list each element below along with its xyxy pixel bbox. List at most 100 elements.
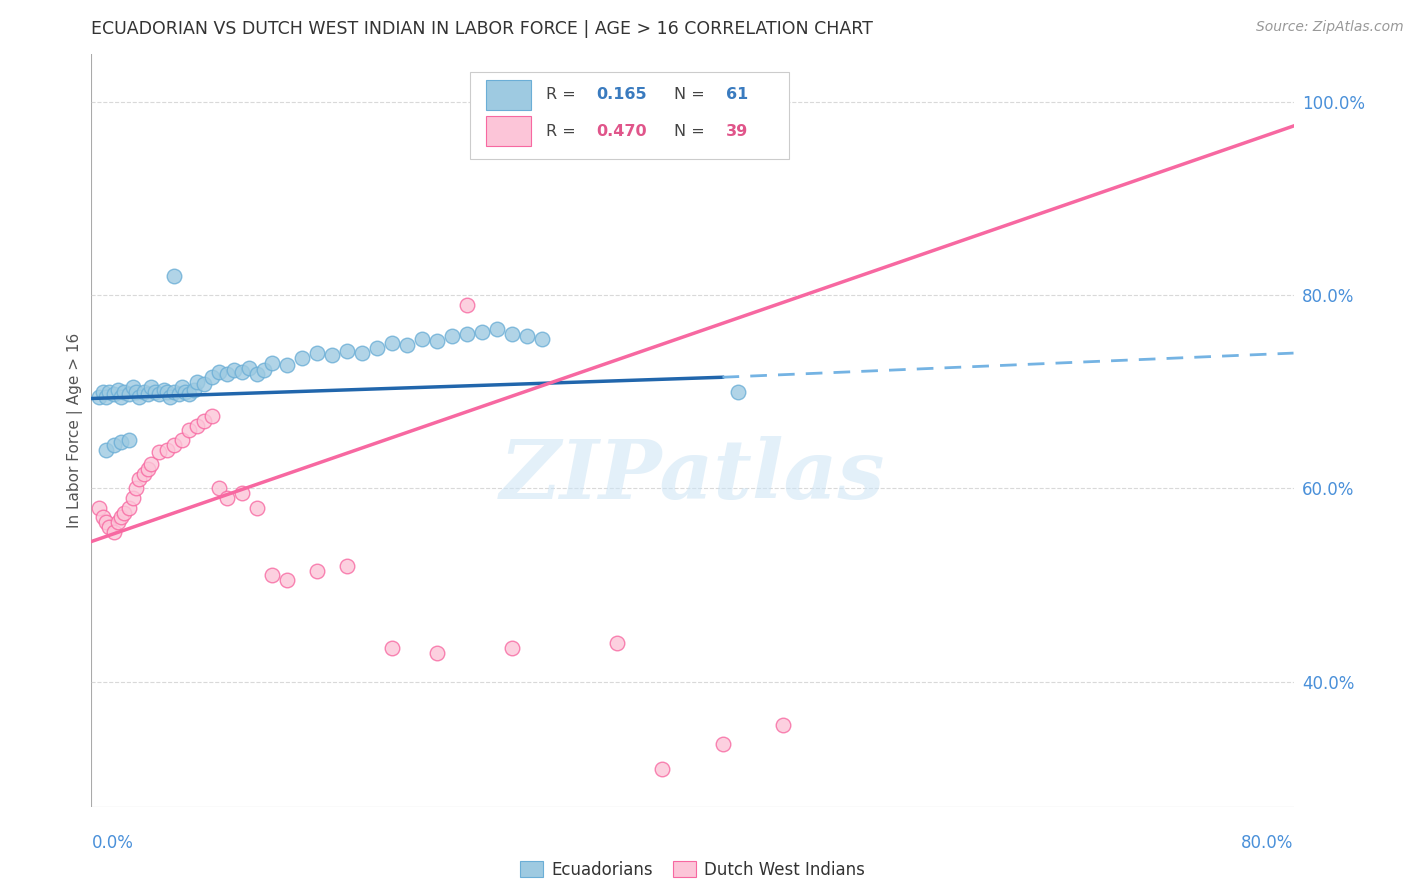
Point [276, 358, 298, 372]
Point [246, 368, 269, 382]
Point [395, 338, 418, 352]
Point [87, 500, 110, 515]
Point [350, 346, 373, 360]
Point [208, 482, 231, 496]
Point [148, 386, 170, 401]
Point [711, 738, 734, 752]
Point [132, 467, 155, 481]
Point [606, 636, 628, 650]
Point [305, 564, 328, 578]
Point [170, 433, 193, 447]
Point [96, 390, 118, 404]
Text: 61: 61 [725, 87, 748, 103]
Point [193, 414, 215, 428]
FancyBboxPatch shape [470, 72, 789, 159]
Point [772, 718, 794, 732]
Point [253, 363, 276, 377]
Point [173, 384, 195, 399]
Point [231, 366, 253, 380]
Point [260, 568, 283, 582]
Point [125, 384, 148, 399]
Point [501, 640, 523, 655]
Point [426, 646, 449, 660]
Point [148, 444, 170, 458]
Point [260, 356, 283, 370]
Point [155, 384, 177, 399]
Point [96, 515, 118, 529]
Point [163, 438, 186, 452]
Text: N =: N = [675, 124, 710, 138]
FancyBboxPatch shape [485, 116, 531, 146]
Point [159, 390, 181, 404]
Point [118, 500, 141, 515]
Text: 0.470: 0.470 [596, 124, 647, 138]
Text: Source: ZipAtlas.com: Source: ZipAtlas.com [1256, 20, 1403, 34]
Point [411, 332, 433, 346]
Text: N =: N = [675, 87, 710, 103]
Point [110, 390, 132, 404]
Text: 80.0%: 80.0% [1241, 834, 1294, 852]
Point [103, 524, 125, 539]
Point [143, 384, 166, 399]
Point [128, 472, 150, 486]
Point [186, 375, 208, 389]
Y-axis label: In Labor Force | Age > 16: In Labor Force | Age > 16 [67, 333, 83, 528]
Text: 39: 39 [725, 124, 748, 138]
Text: R =: R = [546, 124, 581, 138]
Point [201, 370, 224, 384]
Point [381, 640, 404, 655]
Point [336, 344, 359, 359]
Point [114, 506, 136, 520]
Point [231, 486, 253, 500]
Text: ECUADORIAN VS DUTCH WEST INDIAN IN LABOR FORCE | AGE > 16 CORRELATION CHART: ECUADORIAN VS DUTCH WEST INDIAN IN LABOR… [91, 20, 873, 37]
Point [193, 377, 215, 392]
Point [727, 384, 749, 399]
Point [215, 368, 238, 382]
Point [516, 328, 538, 343]
Point [336, 558, 359, 573]
Point [186, 418, 208, 433]
Point [122, 380, 145, 394]
Point [208, 366, 231, 380]
Point [163, 268, 186, 283]
Point [128, 390, 150, 404]
Point [141, 457, 163, 471]
Point [114, 384, 136, 399]
Text: 0.0%: 0.0% [91, 834, 134, 852]
Point [440, 328, 463, 343]
Point [132, 384, 155, 399]
Point [138, 462, 160, 476]
Point [426, 334, 449, 349]
Point [122, 491, 145, 505]
Point [201, 409, 224, 423]
Point [138, 386, 160, 401]
FancyBboxPatch shape [485, 80, 531, 110]
Point [531, 332, 554, 346]
Point [305, 346, 328, 360]
Point [177, 386, 200, 401]
Point [110, 510, 132, 524]
Legend: Ecuadorians, Dutch West Indians: Ecuadorians, Dutch West Indians [513, 855, 872, 886]
Point [651, 762, 673, 776]
Point [87, 390, 110, 404]
Point [238, 360, 260, 375]
Point [177, 424, 200, 438]
Point [152, 383, 174, 397]
Point [110, 435, 132, 450]
Point [167, 386, 190, 401]
Point [366, 341, 388, 355]
Point [321, 348, 343, 362]
Point [291, 351, 314, 365]
Point [170, 380, 193, 394]
Point [471, 325, 494, 339]
Point [103, 438, 125, 452]
Point [118, 433, 141, 447]
Point [103, 386, 125, 401]
Point [224, 363, 246, 377]
Point [246, 500, 269, 515]
Point [93, 510, 115, 524]
Text: R =: R = [546, 87, 581, 103]
Point [98, 520, 121, 534]
Point [183, 383, 205, 397]
Point [98, 384, 121, 399]
